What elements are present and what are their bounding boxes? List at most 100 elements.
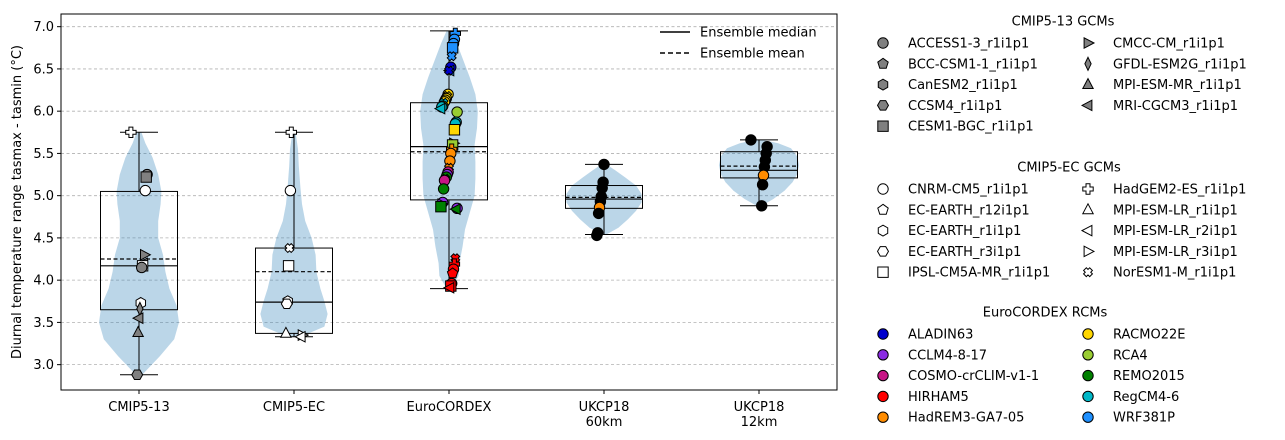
x-tick-label: UKCP18 [579,400,630,415]
legend-marker [1080,99,1093,112]
legend-item-label: REMO2015 [1113,369,1185,384]
model-point [279,326,292,338]
legend-item-label: RegCM4-6 [1113,390,1179,405]
model-point [435,200,447,213]
legend-section-title: CMIP5-13 GCMs [1012,15,1115,30]
legend-marker [877,349,889,361]
legend-item: CCSM4_r1i1p1 [876,99,1002,114]
model-point [140,171,152,183]
model-point [139,184,152,197]
legend-item: MPI-ESM-LR_r1i1p1 [1081,202,1238,218]
legend-item-label: EC-EARTH_r3i1p1 [908,245,1021,260]
legend-item: EC-EARTH_r1i1p1 [877,224,1021,239]
legend-marker [877,328,889,340]
model-point [136,261,148,274]
legend-item: NorESM1-M_r1i1p1 [1082,266,1236,281]
legend-item: MPI-ESM-LR_r3i1p1 [1083,245,1238,260]
summary-legend: Ensemble median Ensemble mean [660,26,817,62]
grid-lines [61,26,837,366]
legend-item-label: HIRHAM5 [908,390,969,405]
y-tick-label: 5.5 [33,147,54,162]
legend-item: IPSL-CM5A-MR_r1i1p1 [877,266,1050,281]
model-point [285,126,297,138]
legend-marker [1082,390,1094,403]
legend-item-label: HadREM3-GA7-05 [908,411,1024,426]
legend-item-label: NorESM1-M_r1i1p1 [1113,266,1236,281]
model-point [745,134,757,146]
legend-marker [877,411,889,423]
violin-0 [99,132,179,375]
model-point [131,369,144,381]
legend-item: RCA4 [1082,348,1148,363]
legend-item: CMCC-CM_r1i1p1 [1083,37,1225,52]
legend-marker [1082,267,1094,278]
legend-marker [1082,183,1094,195]
legend-item-label: ACCESS1-3_r1i1p1 [908,37,1029,52]
y-tick-label: 3.5 [33,316,54,331]
legend-item-label: RACMO22E [1113,328,1185,343]
y-tick-label: 4.5 [33,231,54,246]
legend-item: ALADIN63 [877,328,973,343]
legend-item: MRI-CGCM3_r1i1p1 [1080,99,1238,114]
legend-marker [877,120,889,132]
legend-item-label: HadGEM2-ES_r1i1p1 [1113,183,1246,198]
legend-item-label: MRI-CGCM3_r1i1p1 [1113,99,1238,114]
legend-item: CESM1-BGC_r1i1p1 [877,120,1034,135]
legend-marker [876,100,890,111]
model-point [442,281,455,294]
legend-item: MPI-ESM-LR_r2i1p1 [1080,224,1238,239]
model-point [437,183,450,195]
model-legend: CMIP5-13 GCMs ACCESS1-3_r1i1p1 BCC-CSM1-1_… [876,15,1247,426]
axes: 3.0 3.5 4.0 4.5 5.0 5.5 6.0 6.5 7.0 CMIP5-13 CMIP5… [33,20,784,430]
legend-item-label: CMCC-CM_r1i1p1 [1113,37,1225,52]
model-point [280,298,293,310]
legend-item-label: WRF381P [1113,411,1175,426]
model-point [294,330,306,343]
legend-item-label: IPSL-CM5A-MR_r1i1p1 [908,266,1050,281]
legend-item-label: EC-EARTH_r12i1p1 [908,203,1030,218]
legend-marker [1084,56,1092,72]
legend-item: MPI-ESM-MR_r1i1p1 [1081,77,1242,93]
legend-item: CCLM4-8-17 [877,348,987,363]
legend-marker [1082,369,1094,382]
model-point [757,169,770,182]
legend-marker [877,37,889,49]
model-point [446,51,457,62]
model-point [446,267,459,279]
legend-item-label: MPI-ESM-LR_r1i1p1 [1113,203,1238,218]
legend-marker [1081,77,1095,89]
violins [99,30,799,375]
y-tick-label: 5.0 [33,189,54,204]
legend-item: GFDL-ESM2G_r1i1p1 [1084,56,1247,72]
summary-legend-label: Ensemble mean [700,47,805,62]
x-tick-label: CMIP5-EC [263,400,325,415]
box-plots [100,30,798,376]
legend-item-label: BCC-CSM1-1_r1i1p1 [908,57,1038,72]
legend-item-label: MPI-ESM-MR_r1i1p1 [1113,78,1242,93]
legend-item: BCC-CSM1-1_r1i1p1 [877,57,1038,72]
legend-section-title: EuroCORDEX RCMs [983,306,1108,321]
legend-item: REMO2015 [1082,369,1185,384]
legend-marker [877,57,889,69]
model-points [125,27,773,381]
legend-item: EC-EARTH_r3i1p1 [876,245,1021,260]
y-tick-label: 4.0 [33,274,54,289]
model-point [592,207,605,220]
model-point [132,325,145,337]
summary-legend-label: Ensemble median [700,26,817,41]
legend-marker [1082,411,1094,423]
x-tick-label: CMIP5-13 [108,400,169,415]
legend-marker [1080,224,1093,237]
legend-marker [877,369,889,382]
x-tick-label: UKCP18 [734,400,785,415]
model-point [284,184,297,197]
legend-marker [1083,245,1096,258]
model-point [451,106,463,118]
y-tick-label: 6.0 [33,105,54,120]
legend-item-label: EC-EARTH_r1i1p1 [908,224,1021,239]
legend-marker [1082,328,1094,340]
model-point [598,158,610,171]
y-tick-label: 3.0 [33,358,54,373]
legend-section-title: CMIP5-EC GCMs [1017,161,1121,176]
